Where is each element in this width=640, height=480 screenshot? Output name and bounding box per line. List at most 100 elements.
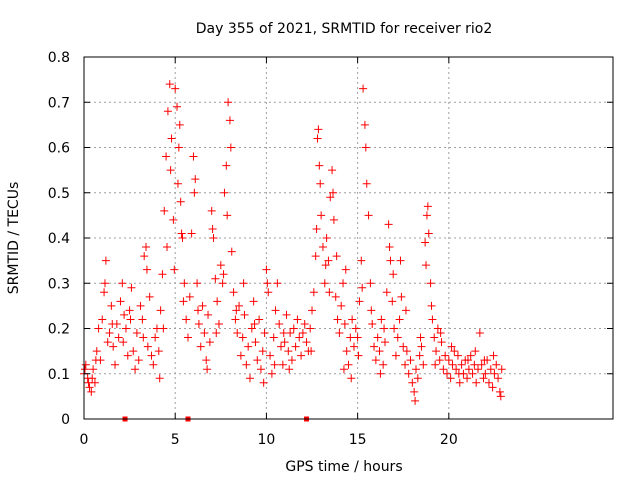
data-point [315,161,324,170]
data-point [89,365,98,374]
data-point [428,315,437,324]
data-point [421,238,430,247]
data-point [196,342,205,351]
data-point [472,378,481,387]
data-point [370,342,379,351]
data-point [385,243,394,252]
data-point [401,360,410,369]
data-point [423,202,432,211]
data-point [101,256,110,265]
data-point [357,256,366,265]
data-point [410,387,419,396]
data-point [277,342,286,351]
data-point [185,292,194,301]
data-point [308,306,317,315]
data-point [380,338,389,347]
data-point [397,292,406,301]
data-point [480,356,489,365]
data-point [367,306,376,315]
data-point [328,188,337,197]
y-tick-label: 0.7 [48,95,70,111]
data-point [198,301,207,310]
data-point [218,279,227,288]
data-point [289,324,298,333]
data-point [422,261,431,270]
data-point [447,342,456,351]
data-point [100,279,109,288]
data-point [446,374,455,383]
data-point [256,365,265,374]
data-point [324,256,333,265]
data-point [253,356,262,365]
data-point [475,329,484,338]
data-point [200,329,209,338]
data-point [389,270,398,279]
data-point [111,360,120,369]
data-point [227,247,236,256]
data-point [170,265,179,274]
data-point [322,234,331,242]
data-point [219,270,228,279]
data-point [147,351,156,360]
data-point [411,365,420,374]
data-point [439,365,448,374]
data-point [355,297,364,306]
data-point [470,360,479,369]
y-tick-label: 0.4 [48,231,70,247]
data-point [278,360,287,369]
data-point [255,315,264,324]
data-point [419,360,428,369]
data-point [226,143,235,152]
data-point [396,256,405,265]
data-point [140,252,149,261]
data-point [87,387,96,396]
data-point [132,329,141,338]
data-point [171,84,180,93]
data-point [360,120,369,129]
data-point [413,374,422,383]
data-point [426,279,435,288]
data-point [328,166,337,175]
data-point [271,306,280,315]
data-point [224,98,233,107]
data-point [377,315,386,324]
data-point [214,319,223,328]
data-point [108,319,117,328]
data-point [432,347,441,356]
data-point [376,369,385,378]
y-tick-label: 0 [61,412,70,428]
data-point [341,265,350,274]
data-point [126,315,135,324]
data-point [339,279,348,288]
data-point [488,383,497,392]
x-axis-label: GPS time / hours [285,459,402,475]
data-point [404,369,413,378]
data-point [179,297,188,306]
data-point [321,261,330,270]
data-point [463,356,472,365]
data-point [393,333,402,342]
data-point [143,342,152,351]
data-point [282,310,291,319]
data-point [155,374,164,383]
data-point [375,347,384,356]
data-point [466,351,475,360]
data-point [298,329,307,338]
y-tick-label: 0.3 [48,276,70,292]
data-point [212,329,221,338]
data-point [229,288,238,297]
data-point [94,324,103,333]
data-point [103,338,112,347]
data-point [178,234,187,242]
data-point [238,333,247,342]
data-point [349,342,358,351]
data-point [158,270,167,279]
data-point [313,134,322,143]
data-point [270,360,279,369]
data-point [125,306,134,315]
data-point [131,365,140,374]
data-point [263,279,272,288]
data-point [216,261,225,270]
data-point [159,324,168,333]
